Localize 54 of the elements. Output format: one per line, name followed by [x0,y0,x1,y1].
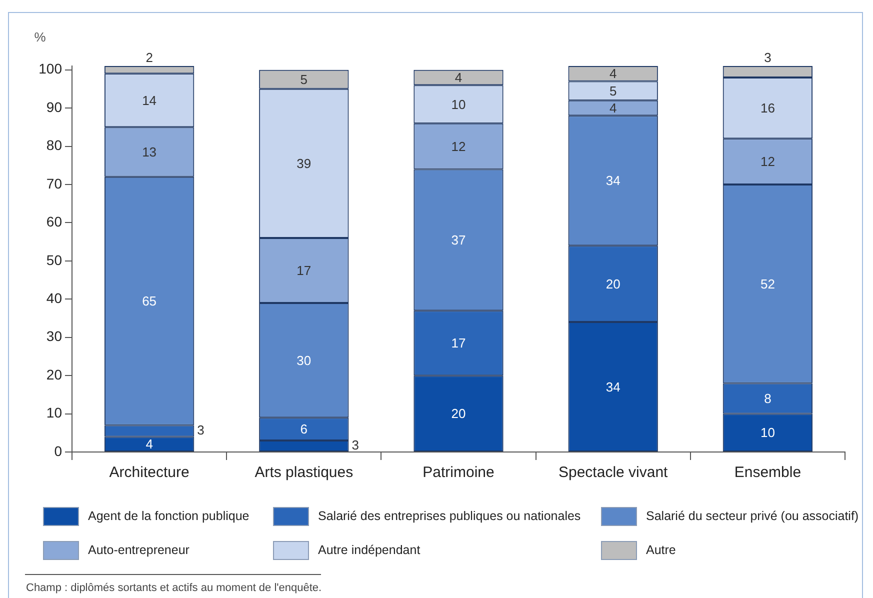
y-tick-label: 30 [46,328,62,344]
y-tick-label: 100 [38,60,62,77]
data-label: 2 [146,50,153,66]
data-label: 34 [606,379,620,394]
data-label: 4 [146,436,153,452]
legend-label: Salarié des entreprises publiques ou nationales [318,509,581,523]
legend-label: Agent de la fonction publique [88,509,250,523]
data-label: 37 [451,232,466,248]
data-label: 10 [451,96,466,112]
data-label: 17 [451,336,466,351]
data-label: 39 [296,156,312,172]
y-tick-label: 50 [46,252,62,268]
data-label: 12 [760,154,775,170]
data-label: 65 [142,294,157,309]
y-tick-label: 0 [54,442,62,459]
x-tick-label: Patrimoine [422,464,494,482]
data-label: 8 [764,391,772,406]
data-label: 10 [760,425,775,440]
y-tick-label: 40 [46,290,62,306]
legend-label: Autre indépendant [318,543,420,557]
x-tick-label: Ensemble [734,464,802,482]
data-label: 20 [606,276,620,292]
y-tick-label: 60 [46,214,62,230]
data-label: 4 [454,70,462,86]
y-tick-label: 90 [46,98,62,115]
y-tick-label: 80 [46,137,62,154]
legend-label: Autre [646,543,676,557]
data-label: 52 [760,276,775,292]
data-label: 3 [764,50,772,66]
data-label: 34 [606,173,620,188]
data-label: 30 [296,352,312,368]
y-tick-label: 10 [46,404,62,421]
data-label: 13 [142,144,157,160]
legend-label: Salarié du secteur privé (ou associatif) [646,509,859,523]
data-label: 16 [760,100,775,116]
data-label: 20 [451,406,466,422]
data-label: 4 [609,100,617,116]
legend-label: Auto-entrepreneur [88,543,190,557]
x-tick-label: Spectacle vivant [558,464,669,482]
y-tick-label: 20 [46,366,62,382]
y-tick-label: 70 [46,175,62,192]
data-label: 4 [609,66,617,82]
data-label: 3 [197,422,204,438]
text: Champ : diplômés sortants et actifs au moment de l'enquête. [26,582,322,594]
x-tick-label: Architecture [109,464,190,482]
data-label: 6 [300,422,308,437]
data-label: 5 [300,72,308,87]
y-axis-title: % [34,30,46,45]
data-label: 17 [296,263,312,278]
data-label: 3 [352,438,359,453]
data-label: 12 [451,138,466,154]
x-tick-label: Arts plastiques [254,464,354,482]
data-label: 5 [609,83,617,98]
data-label: 14 [142,92,157,108]
